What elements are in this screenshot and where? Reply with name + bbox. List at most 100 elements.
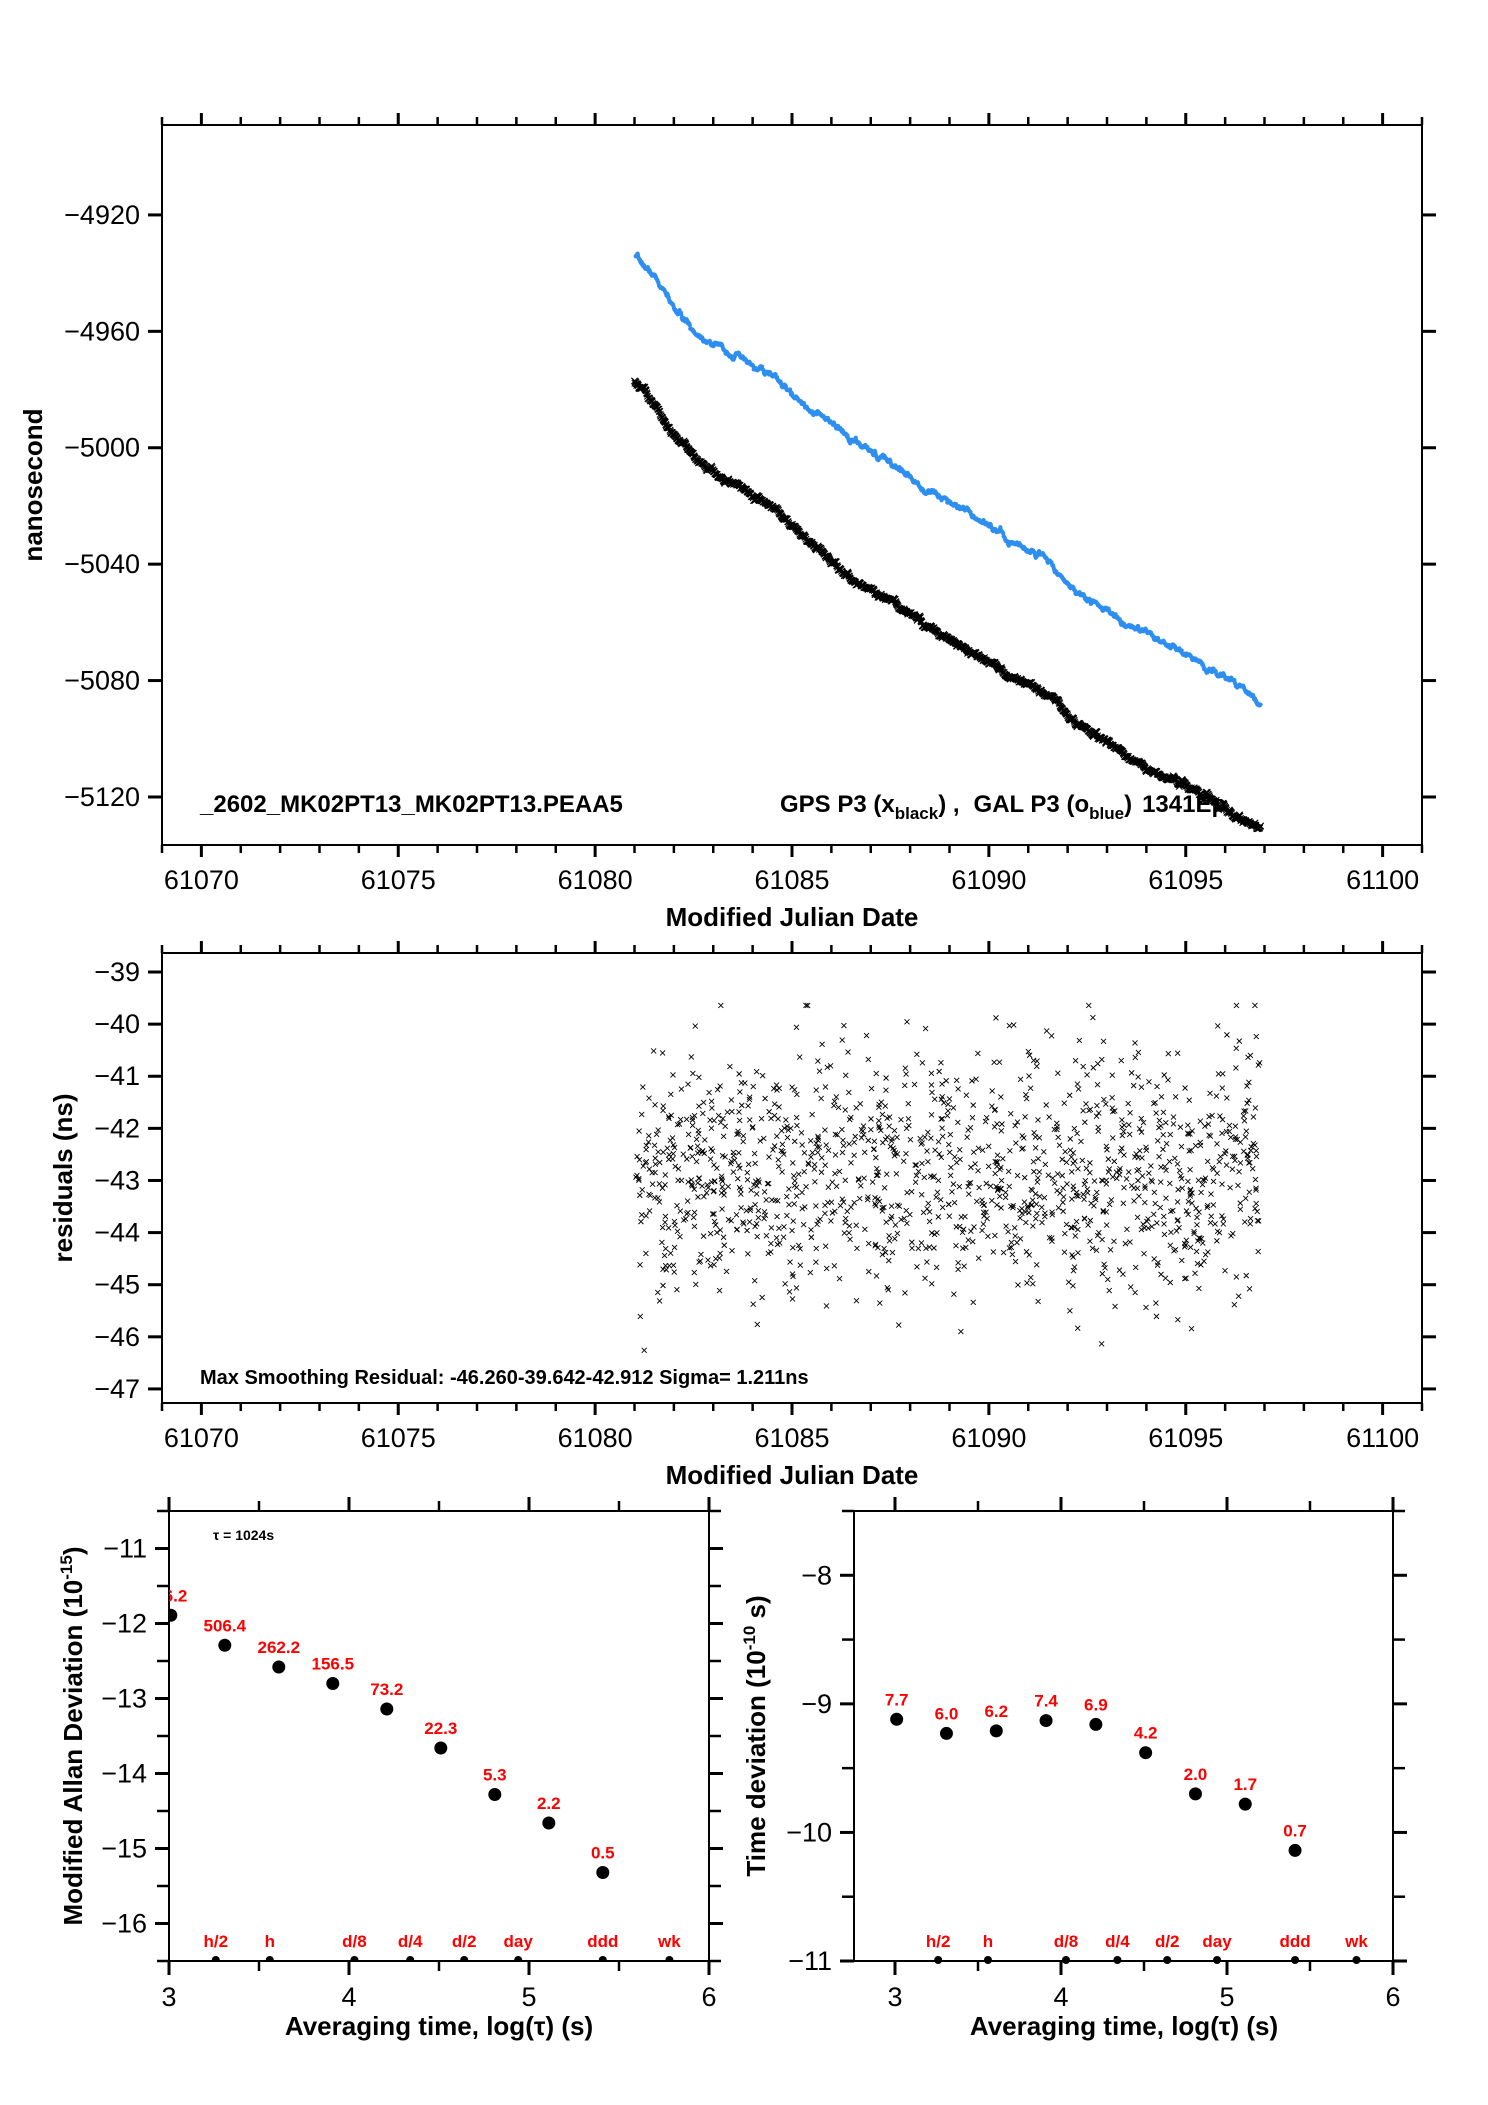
deviation-point: [272, 1660, 286, 1674]
point-value-label: 6.9: [1084, 1695, 1108, 1714]
axis-ticks: 61070 61075 61080 61085 61090 61095 61100 −4920…: [64, 113, 1436, 895]
x-tick-label: 61080: [558, 865, 633, 895]
legend-gps-sub: black: [895, 804, 939, 823]
deviation-point: [1039, 1714, 1053, 1728]
x-tick-label: 61090: [951, 865, 1026, 895]
deviation-point: [1089, 1717, 1103, 1731]
legend-gal-sub: blue: [1089, 804, 1124, 823]
x-tick-label: 3: [887, 1982, 902, 2012]
x-tick-label: 61085: [754, 1423, 829, 1453]
gal-point: [1258, 702, 1263, 707]
tau-annotation: τ = 1024s: [213, 1527, 274, 1543]
gal-series: [633, 251, 1263, 708]
deviation-point: [542, 1816, 556, 1830]
x-axis-label: Modified Julian Date: [666, 1460, 919, 1490]
y-label-end: ): [58, 1547, 88, 1556]
x-tick-label: 5: [1219, 1982, 1234, 2012]
point-value-label: 0.7: [1283, 1821, 1307, 1840]
y-tick-label: −40: [94, 1009, 140, 1039]
point-value-label: 6.0: [935, 1704, 959, 1723]
y-tick-label: −16: [101, 1909, 147, 1939]
y-label-main: Modified Allan Deviation (10: [58, 1580, 88, 1926]
y-tick-label: −14: [101, 1759, 147, 1789]
gps-point: [708, 463, 716, 472]
deviation-point: [989, 1724, 1003, 1738]
time-marker-label: d/2: [1155, 1932, 1180, 1951]
x-tick-label: 61070: [164, 1423, 239, 1453]
time-marker-label: ddd: [1279, 1932, 1310, 1951]
point-value-label: 2.2: [537, 1794, 561, 1813]
y-label-main: Time deviation (10: [741, 1650, 771, 1876]
point-value-label: 1.7: [1233, 1775, 1257, 1794]
point-value-label: 7.4: [1034, 1692, 1058, 1711]
x-tick-label: 61085: [754, 865, 829, 895]
gal-point: [687, 323, 692, 328]
deviation-point: [434, 1741, 448, 1755]
point-value-label: 4.2: [1134, 1724, 1158, 1743]
y-tick-label: −11: [103, 1534, 147, 1564]
y-tick-label: −47: [94, 1374, 140, 1404]
x-tick-label: 3: [161, 1982, 176, 2012]
x-tick-label: 5: [521, 1982, 536, 2012]
x-tick-label: 61100: [1346, 865, 1419, 895]
deviation-point: [326, 1677, 340, 1690]
time-marker-label: d/4: [1105, 1932, 1130, 1951]
x-axis-label: Modified Julian Date: [666, 902, 919, 932]
y-tick-label: −4920: [64, 200, 140, 230]
residual-summary: Max Smoothing Residual: -46.260-39.642-4…: [200, 1367, 809, 1389]
chart-title: _2602_MK02PT13_MK02PT13.PEAA5: [199, 791, 623, 818]
y-tick-label: −44: [94, 1218, 140, 1248]
x-tick-label: 61095: [1148, 865, 1223, 895]
x-axis-label: Averaging time, log(τ) (s): [285, 2011, 593, 2041]
gal-point: [679, 312, 684, 317]
gps-series: [630, 377, 1265, 833]
y-tick-label: −5040: [64, 549, 140, 579]
y-tick-label: −42: [94, 1113, 140, 1143]
time-marker-label: h: [983, 1932, 993, 1951]
gps-point: [844, 570, 853, 578]
time-marker-dot: [1113, 1956, 1122, 1964]
time-marker-label: wk: [657, 1932, 681, 1951]
series-layer: [630, 251, 1265, 833]
point-value-label: 7.7: [885, 1690, 909, 1709]
legend-gal-prefix: GAL P3 (o: [974, 791, 1090, 818]
time-marker-label: h/2: [204, 1932, 229, 1951]
y-tick-label: −5120: [64, 782, 140, 812]
time-marker-label: h/2: [926, 1932, 951, 1951]
point-value-label: 2.0: [1184, 1765, 1208, 1784]
deviation-point: [596, 1866, 610, 1879]
deviation-point: [380, 1702, 394, 1716]
y-tick-label: −41: [94, 1061, 140, 1091]
gps-point: [655, 405, 663, 413]
y-tick-label: −5000: [64, 433, 140, 463]
y-tick-label: −45: [94, 1270, 140, 1300]
y-tick-label: −43: [94, 1165, 140, 1195]
legend-gps-prefix: GPS P3 (x: [780, 791, 895, 818]
y-label-sup: -10: [740, 1626, 759, 1651]
y-tick-label: −15: [101, 1834, 147, 1864]
y-tick-label: −9: [801, 1689, 832, 1719]
y-tick-label: −46: [94, 1322, 140, 1352]
y-tick-label: −4960: [64, 316, 140, 346]
time-marker-label: day: [1202, 1932, 1232, 1951]
y-label-sup: -15: [57, 1555, 76, 1580]
deviation-point: [1139, 1746, 1153, 1760]
time-marker-dot: [1352, 1956, 1361, 1964]
x-tick-label: 61095: [1148, 1423, 1223, 1453]
gps-point: [665, 424, 674, 432]
time-marker-dot: [934, 1956, 943, 1964]
time-marker-label: wk: [1344, 1932, 1368, 1951]
x-tick-label: 4: [341, 1982, 356, 2012]
y-axis-label: nanosecond: [18, 408, 48, 561]
x-tick-label: 61075: [361, 865, 436, 895]
legend-tail: 1341Ep: [1142, 791, 1226, 818]
x-tick-label: 6: [1385, 1982, 1400, 2012]
deviation-point: [939, 1726, 953, 1740]
time-marker-label: ddd: [587, 1932, 618, 1951]
deviation-point: [1238, 1797, 1252, 1811]
x-axis-label: Averaging time, log(τ) (s): [970, 2011, 1278, 2041]
y-label-end: s): [741, 1595, 771, 1625]
point-value-label: 5.3: [483, 1766, 507, 1785]
y-tick-label: −5080: [64, 666, 140, 696]
